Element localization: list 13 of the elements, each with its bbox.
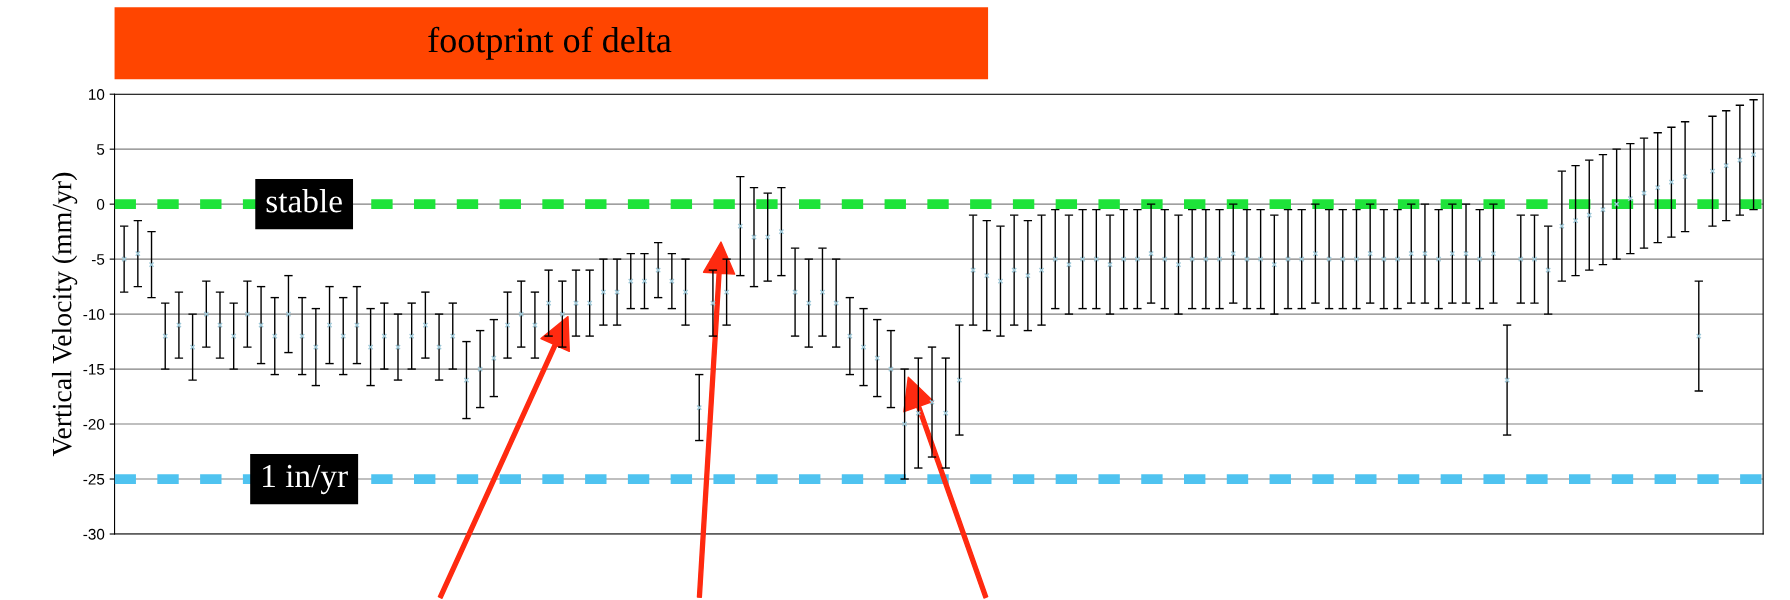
y-axis-title: Vertical Velocity (mm/yr) <box>51 172 78 457</box>
y-tick-label: 5 <box>96 144 105 155</box>
y-tick-label: -20 <box>83 418 105 430</box>
ref-line-label: stable <box>266 189 342 213</box>
y-tick-label: 0 <box>96 199 105 210</box>
y-tick-label: -25 <box>83 473 105 485</box>
y-tick-label: -15 <box>83 364 105 375</box>
ref-line-label: 1 in/yr <box>263 464 348 495</box>
chart-title: footprint of delta <box>428 26 672 60</box>
y-tick-label: -10 <box>83 308 105 320</box>
y-tick-label: 10 <box>89 89 105 100</box>
y-tick-label: -5 <box>91 254 105 265</box>
y-tick-label: -30 <box>83 528 105 540</box>
